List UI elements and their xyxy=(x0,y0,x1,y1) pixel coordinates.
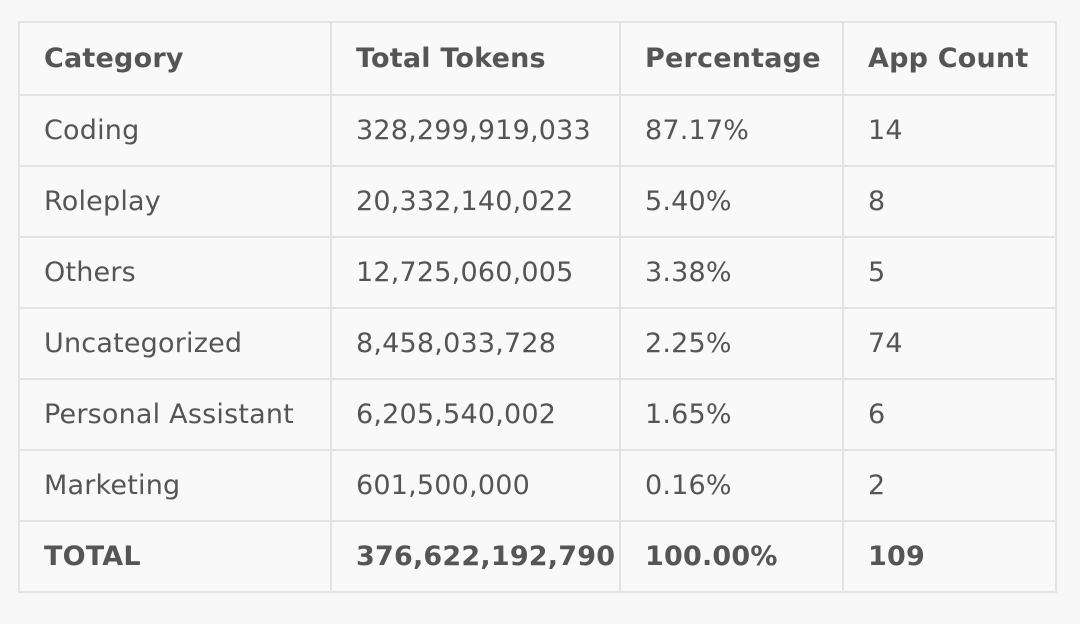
table-total-row: TOTAL 376,622,192,790 100.00% 109 xyxy=(18,520,1057,593)
cell-category: Marketing xyxy=(18,449,332,522)
total-tokens: 376,622,192,790 xyxy=(330,520,621,593)
cell-app-count: 2 xyxy=(842,449,1057,522)
table-row: Others 12,725,060,005 3.38% 5 xyxy=(18,236,1057,309)
cell-app-count: 6 xyxy=(842,378,1057,451)
header-percentage: Percentage xyxy=(619,21,844,96)
cell-percentage: 2.25% xyxy=(619,307,844,380)
cell-percentage: 0.16% xyxy=(619,449,844,522)
table-row: Coding 328,299,919,033 87.17% 14 xyxy=(18,94,1057,167)
table-row: Marketing 601,500,000 0.16% 2 xyxy=(18,449,1057,522)
cell-percentage: 87.17% xyxy=(619,94,844,167)
cell-total-tokens: 601,500,000 xyxy=(330,449,621,522)
cell-category: Roleplay xyxy=(18,165,332,238)
total-label: TOTAL xyxy=(18,520,332,593)
total-app-count: 109 xyxy=(842,520,1057,593)
cell-total-tokens: 6,205,540,002 xyxy=(330,378,621,451)
table-row: Uncategorized 8,458,033,728 2.25% 74 xyxy=(18,307,1057,380)
cell-total-tokens: 12,725,060,005 xyxy=(330,236,621,309)
cell-total-tokens: 20,332,140,022 xyxy=(330,165,621,238)
cell-app-count: 5 xyxy=(842,236,1057,309)
cell-category: Personal Assistant xyxy=(18,378,332,451)
header-total-tokens: Total Tokens xyxy=(330,21,621,96)
cell-category: Others xyxy=(18,236,332,309)
cell-app-count: 14 xyxy=(842,94,1057,167)
cell-percentage: 5.40% xyxy=(619,165,844,238)
cell-category: Uncategorized xyxy=(18,307,332,380)
total-percentage: 100.00% xyxy=(619,520,844,593)
token-usage-table: Category Total Tokens Percentage App Cou… xyxy=(18,21,1057,593)
header-category: Category xyxy=(18,21,332,96)
cell-category: Coding xyxy=(18,94,332,167)
table-row: Roleplay 20,332,140,022 5.40% 8 xyxy=(18,165,1057,238)
cell-total-tokens: 328,299,919,033 xyxy=(330,94,621,167)
cell-app-count: 8 xyxy=(842,165,1057,238)
cell-percentage: 3.38% xyxy=(619,236,844,309)
cell-app-count: 74 xyxy=(842,307,1057,380)
cell-total-tokens: 8,458,033,728 xyxy=(330,307,621,380)
header-app-count: App Count xyxy=(842,21,1057,96)
table-header-row: Category Total Tokens Percentage App Cou… xyxy=(18,21,1057,96)
token-usage-table-container: Category Total Tokens Percentage App Cou… xyxy=(18,21,1057,593)
table-row: Personal Assistant 6,205,540,002 1.65% 6 xyxy=(18,378,1057,451)
cell-percentage: 1.65% xyxy=(619,378,844,451)
